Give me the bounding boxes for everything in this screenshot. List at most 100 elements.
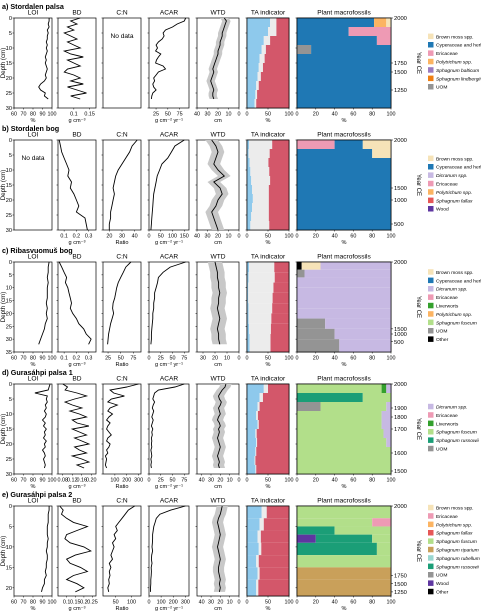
macrofossil-bar-segment	[301, 262, 321, 270]
ta-bar-segment	[247, 292, 249, 304]
macrofossil-bar-segment	[348, 27, 391, 36]
x-tick-label: 50	[165, 112, 171, 118]
ta-bar-segment	[247, 447, 256, 456]
legend-swatch	[428, 164, 434, 170]
macrofossil-bar-segment	[334, 526, 391, 535]
x-tick-label: 100	[127, 600, 136, 606]
ta-bar-segment	[256, 438, 258, 447]
column-title: LOI	[28, 376, 39, 383]
depth-tick-label: 5	[9, 273, 12, 279]
x-tick-label: 10	[224, 356, 230, 362]
ta-bar-segment	[269, 149, 289, 158]
macrofossil-bar-segment	[297, 429, 384, 438]
ta-bar-segment	[247, 429, 256, 438]
x-tick-label: 40	[132, 234, 138, 240]
ta-bar-segment	[248, 313, 272, 324]
profile-line	[38, 18, 50, 100]
year-tick-label: 1900	[394, 406, 407, 412]
legend-label: Other	[436, 590, 449, 596]
x-tick-label: 60	[11, 112, 17, 118]
column-title: C:N	[116, 132, 128, 139]
year-axis-label: Year CE	[415, 540, 421, 562]
macrofossil-bar-segment	[297, 438, 387, 447]
x-tick-label: 30	[205, 112, 211, 118]
legend-label: Brown moss spp.	[436, 156, 474, 162]
macrofossil-bar-segment	[297, 81, 391, 90]
column-frame	[57, 261, 97, 353]
depth-tick-label: 15	[6, 427, 12, 433]
depth-tick-label: 5	[9, 524, 12, 530]
x-unit-label: g cm⁻² yr⁻¹	[155, 240, 183, 246]
x-tick-label: 50	[170, 356, 176, 362]
macrofossil-bar-segment	[297, 456, 391, 465]
depth-tick-label: 0	[9, 260, 12, 266]
x-tick-label: 40	[332, 600, 338, 606]
ta-bar-segment	[247, 456, 255, 465]
macrofossil-bar-segment	[386, 18, 391, 27]
x-tick-label: 90	[40, 356, 46, 362]
ta-bar-segment	[247, 579, 257, 596]
macrofossil-bar-segment	[383, 429, 391, 438]
wtd-uncertainty-band	[205, 140, 231, 230]
x-tick-label: 40	[199, 600, 205, 606]
column-frame	[13, 261, 53, 353]
x-tick-label: 100	[168, 234, 177, 240]
ta-bar-segment	[274, 272, 289, 283]
legend-label: Wood	[436, 207, 449, 213]
macrofossil-bar-segment	[334, 328, 391, 340]
ta-bar-segment	[268, 212, 289, 221]
macrofossil-bar-segment	[297, 384, 382, 393]
x-tick-label: 80	[369, 234, 375, 240]
profile-line	[41, 506, 50, 593]
x-tick-label: 10	[227, 478, 233, 484]
ta-bar-segment	[259, 518, 264, 531]
year-tick-label: 2000	[394, 16, 407, 22]
column-frame	[148, 261, 190, 353]
ta-bar-segment	[256, 447, 289, 456]
x-tick-label: 100	[285, 112, 294, 118]
depth-tick-label: 0	[9, 138, 12, 144]
ta-bar-segment	[250, 221, 270, 230]
depth-tick-label: 20	[6, 198, 12, 204]
ta-bar-segment	[257, 420, 259, 429]
x-unit-label: cm	[214, 118, 222, 124]
year-tick-label: 1800	[394, 415, 407, 421]
depth-tick-label: 30	[6, 228, 12, 234]
legend-label: Brown moss spp.	[436, 506, 474, 512]
legend-label: Sphagnum lindbergii	[436, 76, 481, 82]
macrofossil-bar-segment	[362, 140, 391, 149]
ta-bar-segment	[256, 411, 258, 420]
legend-swatch	[428, 328, 434, 334]
column-title: ACAR	[160, 498, 179, 505]
ta-bar-segment	[273, 282, 289, 293]
ta-bar-segment	[257, 402, 260, 411]
legend-label: Polytrichum spp.	[436, 522, 472, 528]
x-tick-label: 100	[157, 600, 166, 606]
profile-line	[58, 139, 88, 231]
legend-swatch	[428, 302, 434, 309]
ta-bar-segment	[247, 334, 250, 352]
x-tick-label: 100	[387, 478, 396, 484]
macrofossil-bar-segment	[339, 339, 391, 352]
x-tick-label: 0.12	[67, 478, 78, 484]
ta-bar-segment	[247, 176, 252, 185]
year-axis-label: Year CE	[415, 418, 421, 440]
macrofossil-bar-segment	[325, 318, 391, 329]
x-tick-label: 100	[48, 356, 57, 362]
depth-tick-label: 15	[6, 299, 12, 305]
panel-label: d) Gurasáhpi palsa 1	[2, 368, 73, 377]
year-tick-label: 1250	[394, 590, 407, 596]
x-tick-label: 300	[134, 478, 143, 484]
macrofossil-bar-segment	[297, 518, 373, 527]
macrofossil-bar-segment	[297, 555, 391, 568]
macrofossil-bar-segment	[386, 438, 391, 447]
ta-bar-segment	[257, 411, 289, 420]
x-tick-label: 0.16	[77, 478, 88, 484]
depth-tick-label: 10	[6, 545, 12, 551]
ta-bar-segment	[268, 158, 289, 167]
year-tick-label: 2000	[394, 138, 407, 144]
column-frame	[57, 383, 97, 475]
macrofossil-bar-segment	[297, 277, 391, 288]
profile-line	[214, 261, 221, 345]
profile-line	[211, 139, 226, 231]
